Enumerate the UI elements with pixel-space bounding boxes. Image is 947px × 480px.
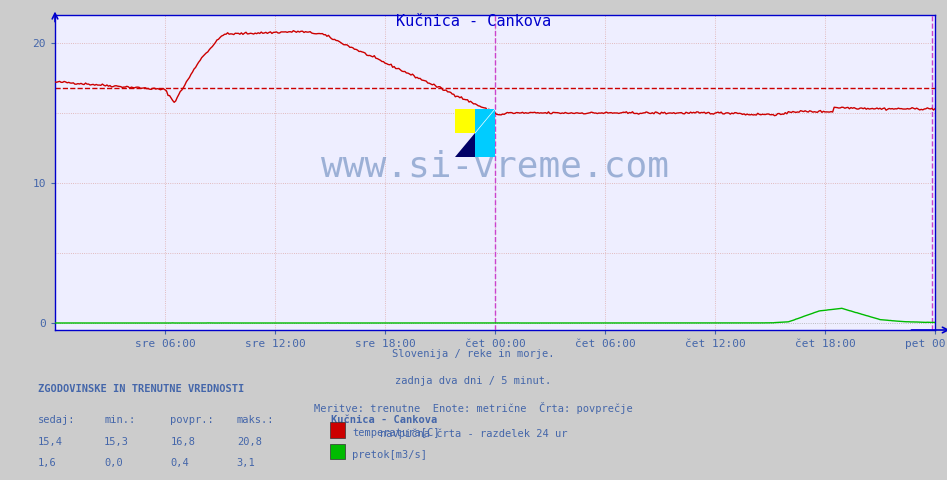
Text: navpična črta - razdelek 24 ur: navpična črta - razdelek 24 ur — [380, 428, 567, 439]
Text: 0,4: 0,4 — [170, 458, 189, 468]
Polygon shape — [456, 133, 475, 157]
Polygon shape — [456, 109, 475, 133]
Text: Kučnica - Cankova: Kučnica - Cankova — [331, 415, 438, 425]
Text: 16,8: 16,8 — [170, 437, 195, 447]
Polygon shape — [475, 109, 495, 157]
Text: Kučnica - Cankova: Kučnica - Cankova — [396, 14, 551, 29]
Text: Slovenija / reke in morje.: Slovenija / reke in morje. — [392, 349, 555, 359]
Text: www.si-vreme.com: www.si-vreme.com — [321, 149, 669, 183]
Text: 0,0: 0,0 — [104, 458, 123, 468]
Text: 1,6: 1,6 — [38, 458, 57, 468]
Text: sedaj:: sedaj: — [38, 415, 76, 425]
Text: 3,1: 3,1 — [237, 458, 256, 468]
Text: pretok[m3/s]: pretok[m3/s] — [352, 450, 427, 459]
Text: temperatura[C]: temperatura[C] — [352, 428, 439, 438]
Text: min.:: min.: — [104, 415, 135, 425]
Text: povpr.:: povpr.: — [170, 415, 214, 425]
Text: zadnja dva dni / 5 minut.: zadnja dva dni / 5 minut. — [396, 375, 551, 385]
Text: 15,3: 15,3 — [104, 437, 129, 447]
Text: 20,8: 20,8 — [237, 437, 261, 447]
Text: maks.:: maks.: — [237, 415, 275, 425]
Text: 15,4: 15,4 — [38, 437, 63, 447]
Text: ZGODOVINSKE IN TRENUTNE VREDNOSTI: ZGODOVINSKE IN TRENUTNE VREDNOSTI — [38, 384, 244, 394]
Text: Meritve: trenutne  Enote: metrične  Črta: povprečje: Meritve: trenutne Enote: metrične Črta: … — [314, 402, 633, 414]
